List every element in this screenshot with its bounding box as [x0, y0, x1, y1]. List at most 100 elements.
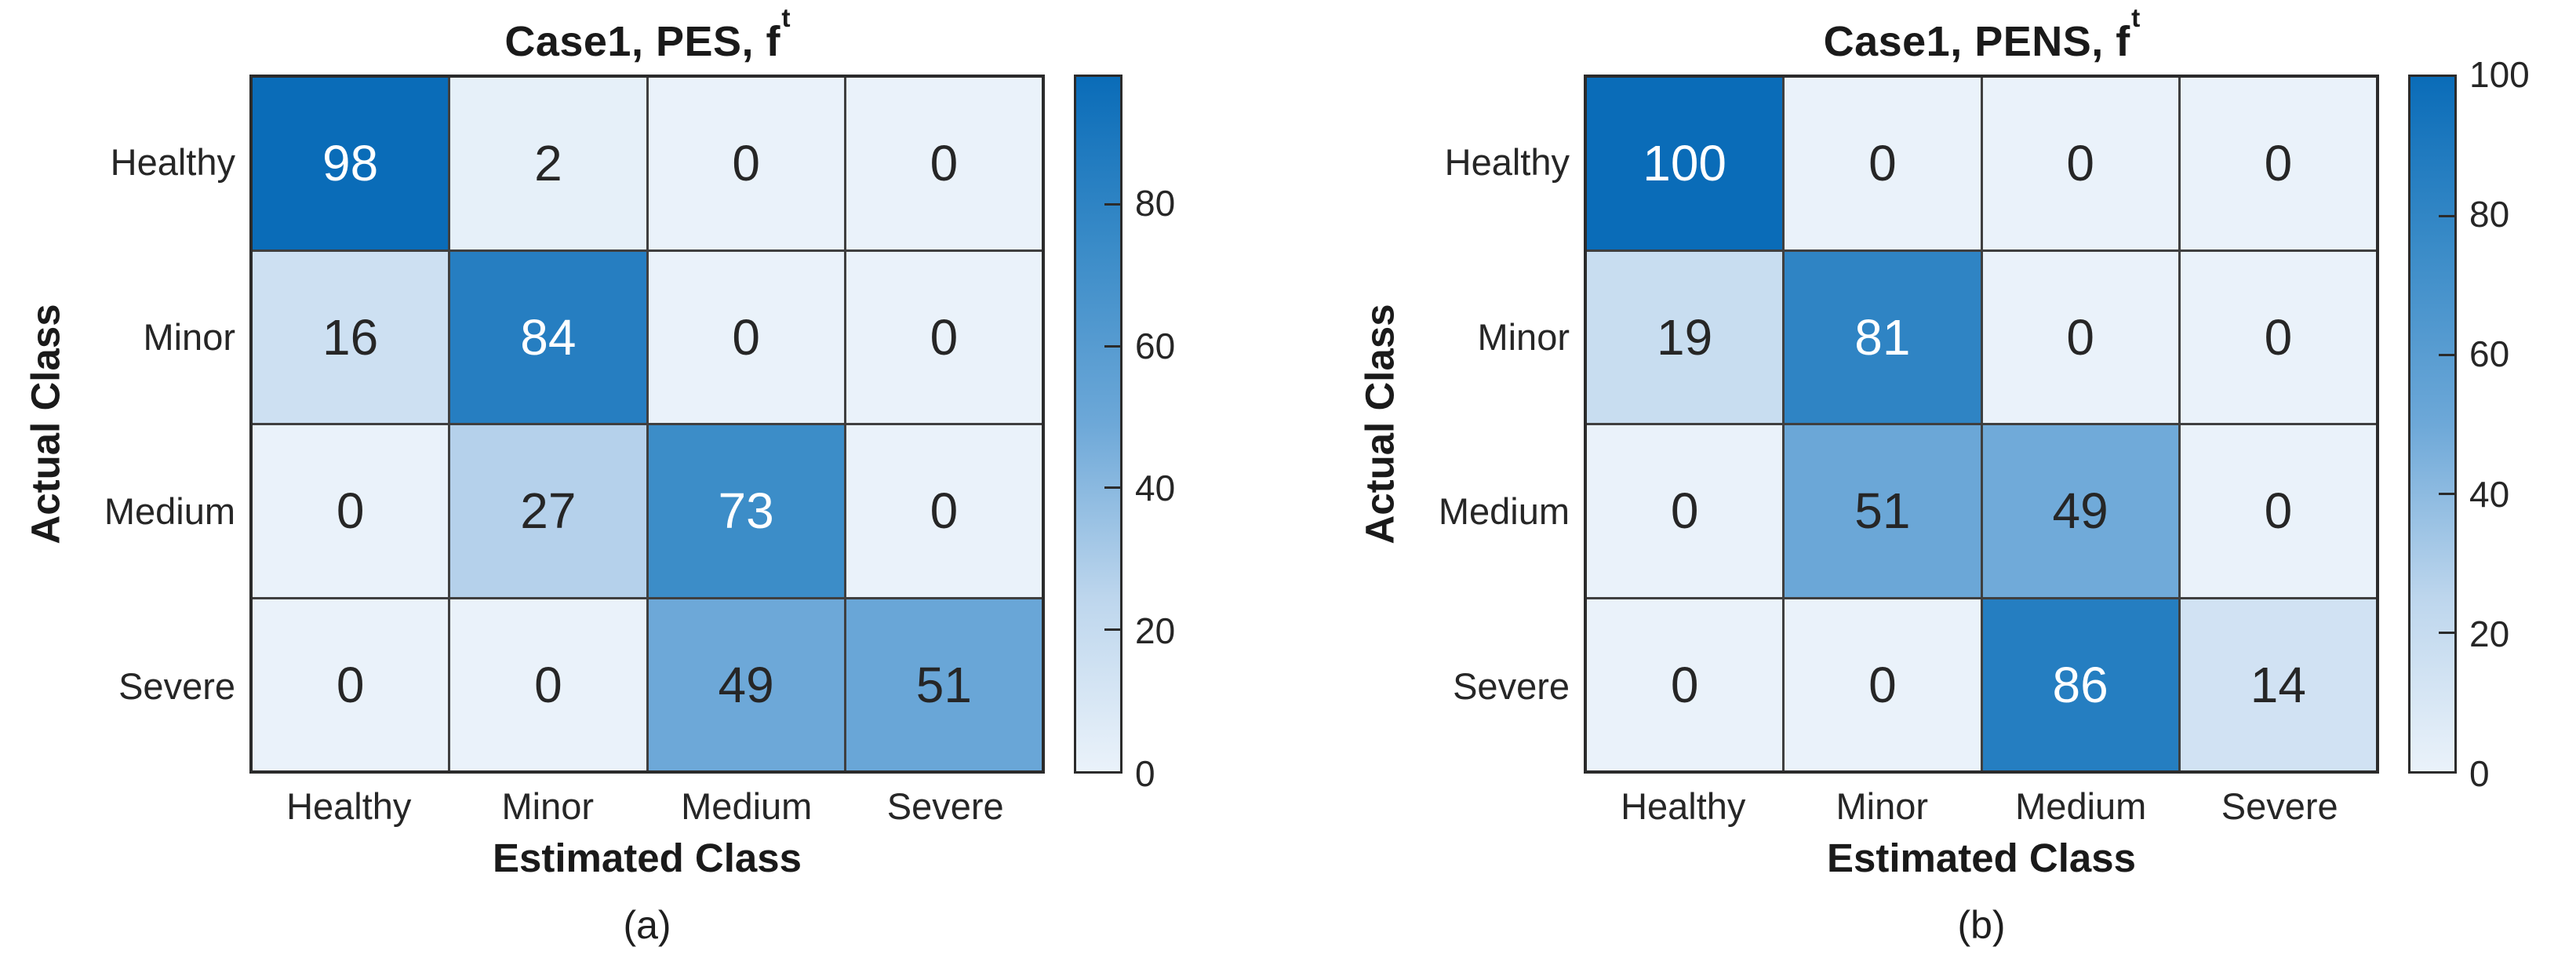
- title-superscript: t: [781, 3, 791, 33]
- matrix-cell: 0: [1587, 425, 1783, 597]
- matrix-cell-value: 51: [1854, 483, 1911, 540]
- y-tick-label: Severe: [118, 665, 235, 708]
- matrix-cell: 16: [253, 251, 449, 423]
- plot-area: 98 2 0 0 16 84 0 0 0 27 73 0 0 0 49 51: [249, 75, 1045, 774]
- colorbar-tick-label: 60: [2469, 333, 2510, 375]
- colorbar-tick-label: 20: [2469, 613, 2510, 654]
- matrix-cell: 51: [1785, 425, 1981, 597]
- matrix-cell-value: 0: [1670, 656, 1699, 713]
- x-tick-label: Medium: [2015, 785, 2147, 827]
- y-tick-labels: Healthy Minor Medium Severe: [1413, 75, 1570, 774]
- matrix-cell: 0: [846, 425, 1042, 597]
- matrix-cell: 0: [253, 599, 449, 770]
- chart-title: Case1, PES, ft: [249, 5, 1045, 66]
- matrix-cell: 0: [2180, 78, 2376, 249]
- matrix-cell-value: 27: [520, 483, 577, 540]
- matrix-cell: 49: [1982, 425, 2178, 597]
- matrix-cell-value: 0: [2264, 308, 2293, 366]
- x-tick-label: Minor: [1836, 785, 1929, 827]
- matrix-cell: 0: [1982, 78, 2178, 249]
- colorbar-tick-labels: 0 20 40 60 80 100: [2469, 56, 2576, 792]
- colorbar-tick-label: 0: [2469, 753, 2490, 794]
- colorbar-tick-mark: [1104, 203, 1120, 206]
- title-text: Case1, PENS, f: [1823, 18, 2130, 65]
- y-tick-label: Healthy: [1444, 140, 1570, 183]
- matrix-cell-value: 0: [2264, 483, 2293, 540]
- matrix-cell: 0: [846, 251, 1042, 423]
- matrix-cell: 0: [1982, 251, 2178, 423]
- matrix-cell: 86: [1982, 599, 2178, 770]
- y-axis-label: Actual Class: [23, 304, 68, 544]
- matrix-cell: 100: [1587, 78, 1783, 249]
- colorbar-tick-mark: [2439, 492, 2454, 495]
- colorbar-tick-label: 40: [1135, 468, 1176, 509]
- title-text: Case1, PES, f: [504, 18, 781, 65]
- x-tick-label: Healthy: [286, 785, 412, 827]
- matrix-cell-value: 49: [718, 656, 774, 713]
- matrix-cell: 2: [450, 78, 646, 249]
- colorbar-tick-mark: [1104, 628, 1120, 631]
- x-tick-label: Severe: [2221, 785, 2338, 827]
- confusion-matrix-panel-a: Case1, PES, ft Actual Class Healthy Minor…: [5, 5, 1176, 947]
- y-tick-label: Minor: [143, 315, 235, 358]
- heatmap-grid: 98 2 0 0 16 84 0 0 0 27 73 0 0 0 49 51: [249, 75, 1045, 774]
- matrix-cell-value: 0: [1670, 483, 1699, 540]
- matrix-cell: 84: [450, 251, 646, 423]
- matrix-cell-value: 0: [930, 483, 959, 540]
- matrix-cell-value: 0: [2066, 308, 2094, 366]
- matrix-cell-value: 0: [1868, 135, 1897, 192]
- matrix-cell-value: 0: [336, 483, 365, 540]
- matrix-cell-value: 0: [732, 135, 760, 192]
- matrix-cell: 19: [1587, 251, 1783, 423]
- x-tick-label: Severe: [886, 785, 1004, 827]
- matrix-cell: 81: [1785, 251, 1981, 423]
- matrix-cell: 0: [2180, 251, 2376, 423]
- matrix-cell-value: 0: [534, 656, 562, 713]
- y-axis-label: Actual Class: [1357, 304, 1403, 544]
- subplot-caption: (a): [623, 903, 671, 947]
- matrix-cell: 14: [2180, 599, 2376, 770]
- matrix-cell: 51: [846, 599, 1042, 770]
- heatmap-grid: 100 0 0 0 19 81 0 0 0 51 49 0 0 0 86 14: [1584, 75, 2379, 774]
- colorbar-tick-mark: [2439, 631, 2454, 634]
- colorbar-tick-mark: [1104, 344, 1120, 348]
- colorbar-tick-mark: [1104, 486, 1120, 490]
- colorbar-tick-label: 100: [2469, 54, 2530, 95]
- matrix-cell-value: 0: [2264, 135, 2293, 192]
- matrix-cell-value: 98: [322, 135, 379, 192]
- matrix-cell: 73: [648, 425, 844, 597]
- matrix-cell-value: 100: [1643, 135, 1727, 192]
- matrix-cell-value: 49: [2052, 483, 2108, 540]
- y-tick-label: Severe: [1453, 665, 1570, 708]
- matrix-cell: 0: [648, 251, 844, 423]
- y-tick-label: Healthy: [110, 140, 235, 183]
- y-tick-label: Medium: [1438, 490, 1570, 533]
- colorbar: [1074, 75, 1122, 774]
- matrix-cell-value: 73: [718, 483, 774, 540]
- colorbar-tick-label: 60: [1135, 325, 1176, 366]
- colorbar-tick-label: 0: [1135, 753, 1155, 794]
- matrix-cell: 98: [253, 78, 449, 249]
- matrix-cell: 0: [253, 425, 449, 597]
- colorbar-tick-label: 80: [2469, 194, 2510, 235]
- y-axis-label-area: Actual Class: [5, 75, 86, 774]
- matrix-cell: 0: [1785, 599, 1981, 770]
- x-tick-labels: Healthy Minor Medium Severe: [1584, 785, 2379, 830]
- matrix-cell-value: 19: [1657, 308, 1713, 366]
- matrix-cell-value: 0: [930, 135, 959, 192]
- matrix-cell-value: 2: [534, 135, 562, 192]
- colorbar-tick-mark: [2439, 214, 2454, 217]
- matrix-cell: 0: [846, 78, 1042, 249]
- matrix-cell: 0: [1785, 78, 1981, 249]
- matrix-cell-value: 14: [2250, 656, 2306, 713]
- colorbar-tick-label: 80: [1135, 182, 1176, 224]
- matrix-cell-value: 0: [930, 308, 959, 366]
- colorbar-tick-mark: [2439, 353, 2454, 356]
- matrix-cell: 27: [450, 425, 646, 597]
- matrix-cell-value: 0: [2066, 135, 2094, 192]
- matrix-cell-value: 0: [732, 308, 760, 366]
- matrix-cell-value: 0: [1868, 656, 1897, 713]
- plot-area: 100 0 0 0 19 81 0 0 0 51 49 0 0 0 86 14: [1584, 75, 2379, 774]
- x-tick-labels: Healthy Minor Medium Severe: [249, 785, 1045, 830]
- colorbar: [2408, 75, 2457, 774]
